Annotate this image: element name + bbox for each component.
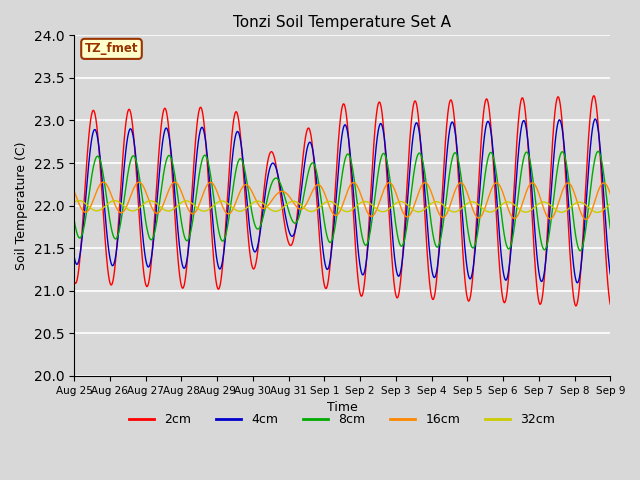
Text: TZ_fmet: TZ_fmet	[84, 42, 138, 55]
Title: Tonzi Soil Temperature Set A: Tonzi Soil Temperature Set A	[233, 15, 451, 30]
X-axis label: Time: Time	[327, 401, 358, 414]
Y-axis label: Soil Temperature (C): Soil Temperature (C)	[15, 142, 28, 270]
Legend: 2cm, 4cm, 8cm, 16cm, 32cm: 2cm, 4cm, 8cm, 16cm, 32cm	[124, 408, 560, 431]
